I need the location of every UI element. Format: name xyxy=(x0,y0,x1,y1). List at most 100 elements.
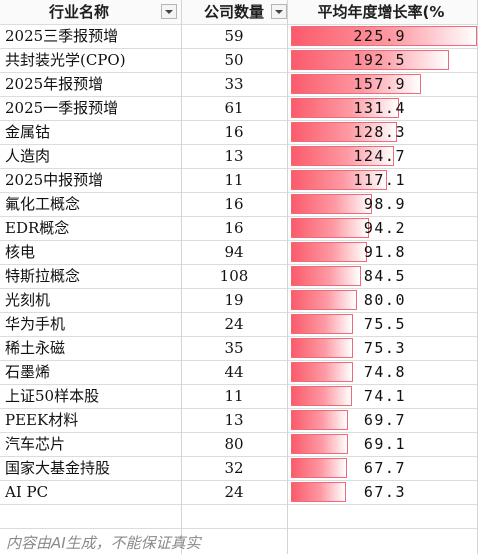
cell-industry-name[interactable]: 2025三季报预增 xyxy=(5,27,119,45)
table-row[interactable]: 特斯拉概念 108 84.5 xyxy=(0,264,478,288)
cell-company-count[interactable]: 24 xyxy=(224,315,244,333)
cell-avg-growth[interactable]: 117.1 xyxy=(353,171,406,189)
grid-line xyxy=(0,216,478,217)
cell-industry-name[interactable]: 上证50样本股 xyxy=(5,387,100,405)
cell-company-count[interactable]: 13 xyxy=(224,147,244,165)
cell-industry-name[interactable]: 华为手机 xyxy=(5,315,66,333)
cell-avg-growth[interactable]: 74.8 xyxy=(363,363,406,381)
cell-company-count[interactable]: 94 xyxy=(224,243,244,261)
cell-industry-name[interactable]: 共封装光学(CPO) xyxy=(5,51,126,69)
cell-industry-name[interactable]: 2025一季报预增 xyxy=(5,99,119,117)
cell-industry-name[interactable]: 国家大基金持股 xyxy=(5,459,111,477)
cell-avg-growth[interactable]: 69.7 xyxy=(363,411,406,429)
table-row[interactable]: 人造肉 13 124.7 xyxy=(0,144,478,168)
cell-industry-name[interactable]: 人造肉 xyxy=(5,147,51,165)
cell-avg-growth[interactable]: 67.3 xyxy=(363,483,406,501)
cell-industry-name[interactable]: 金属钴 xyxy=(5,123,51,141)
cell-avg-growth[interactable]: 124.7 xyxy=(353,147,406,165)
cell-company-count[interactable]: 59 xyxy=(224,27,244,45)
cell-company-count[interactable]: 16 xyxy=(224,195,244,213)
table-row[interactable]: EDR概念 16 94.2 xyxy=(0,216,478,240)
cell-avg-growth[interactable]: 74.1 xyxy=(363,387,406,405)
cell-company-count[interactable]: 108 xyxy=(219,267,249,285)
data-bar xyxy=(291,146,394,166)
cell-company-count[interactable]: 35 xyxy=(224,339,244,357)
cell-avg-growth[interactable]: 91.8 xyxy=(363,243,406,261)
table-row[interactable]: 2025三季报预增 59 225.9 xyxy=(0,24,478,48)
cell-company-count[interactable]: 11 xyxy=(224,387,244,405)
cell-industry-name[interactable]: 特斯拉概念 xyxy=(5,267,81,285)
grid-line xyxy=(0,504,478,505)
grid-line xyxy=(0,480,478,481)
table-row[interactable]: 核电 94 91.8 xyxy=(0,240,478,264)
cell-avg-growth[interactable]: 75.3 xyxy=(363,339,406,357)
table-row[interactable]: 华为手机 24 75.5 xyxy=(0,312,478,336)
filter-dropdown-icon[interactable] xyxy=(271,4,287,19)
table-row[interactable]: 2025一季报预增 61 131.4 xyxy=(0,96,478,120)
grid-line xyxy=(0,192,478,193)
table-row[interactable]: 2025年报预增 33 157.9 xyxy=(0,72,478,96)
cell-industry-name[interactable]: 稀土永磁 xyxy=(5,339,66,357)
cell-industry-name[interactable]: AI PC xyxy=(5,483,49,501)
grid-line xyxy=(0,144,478,145)
cell-avg-growth[interactable]: 157.9 xyxy=(353,75,406,93)
data-bar xyxy=(291,482,347,502)
cell-avg-growth[interactable]: 128.3 xyxy=(353,123,406,141)
cell-industry-name[interactable]: 汽车芯片 xyxy=(5,435,66,453)
grid-line xyxy=(0,408,478,409)
grid-line xyxy=(0,288,478,289)
table-row[interactable]: 金属钴 16 128.3 xyxy=(0,120,478,144)
cell-industry-name[interactable]: EDR概念 xyxy=(5,219,70,237)
cell-industry-name[interactable]: 氟化工概念 xyxy=(5,195,81,213)
data-bar xyxy=(291,242,367,262)
table-row[interactable]: 石墨烯 44 74.8 xyxy=(0,360,478,384)
table-row[interactable]: 国家大基金持股 32 67.7 xyxy=(0,456,478,480)
cell-company-count[interactable]: 13 xyxy=(224,411,244,429)
cell-industry-name[interactable]: 2025年报预增 xyxy=(5,75,104,93)
cell-company-count[interactable]: 32 xyxy=(224,459,244,477)
table-row[interactable]: 上证50样本股 11 74.1 xyxy=(0,384,478,408)
grid-line xyxy=(181,0,182,554)
cell-avg-growth[interactable]: 67.7 xyxy=(363,459,406,477)
cell-industry-name[interactable]: 光刻机 xyxy=(5,291,51,309)
cell-industry-name[interactable]: PEEK材料 xyxy=(5,411,79,429)
cell-industry-name[interactable]: 2025中报预增 xyxy=(5,171,104,189)
table-row[interactable]: 汽车芯片 80 69.1 xyxy=(0,432,478,456)
table-row[interactable]: AI PC 24 67.3 xyxy=(0,480,478,504)
header-industry-name: 行业名称 xyxy=(48,3,109,21)
data-bar xyxy=(291,458,347,478)
table-row[interactable]: 稀土永磁 35 75.3 xyxy=(0,336,478,360)
cell-avg-growth[interactable]: 69.1 xyxy=(363,435,406,453)
disclaimer-text: 内容由AI生成，不能保证真实 xyxy=(6,534,201,552)
table-row[interactable]: 共封装光学(CPO) 50 192.5 xyxy=(0,48,478,72)
table-row[interactable]: 光刻机 19 80.0 xyxy=(0,288,478,312)
table-row[interactable]: 氟化工概念 16 98.9 xyxy=(0,192,478,216)
cell-company-count[interactable]: 24 xyxy=(224,483,244,501)
cell-company-count[interactable]: 80 xyxy=(224,435,244,453)
cell-company-count[interactable]: 50 xyxy=(224,51,244,69)
cell-company-count[interactable]: 16 xyxy=(224,123,244,141)
cell-avg-growth[interactable]: 84.5 xyxy=(363,267,406,285)
cell-company-count[interactable]: 19 xyxy=(224,291,244,309)
cell-industry-name[interactable]: 石墨烯 xyxy=(5,363,51,381)
cell-company-count[interactable]: 33 xyxy=(224,75,244,93)
cell-industry-name[interactable]: 核电 xyxy=(5,243,36,261)
data-bar xyxy=(291,122,397,142)
cell-avg-growth[interactable]: 131.4 xyxy=(353,99,406,117)
data-bar xyxy=(291,98,400,118)
cell-avg-growth[interactable]: 192.5 xyxy=(353,51,406,69)
cell-avg-growth[interactable]: 75.5 xyxy=(363,315,406,333)
cell-company-count[interactable]: 44 xyxy=(224,363,244,381)
cell-company-count[interactable]: 61 xyxy=(224,99,244,117)
filter-dropdown-icon[interactable] xyxy=(161,4,177,19)
cell-avg-growth[interactable]: 94.2 xyxy=(363,219,406,237)
cell-avg-growth[interactable]: 80.0 xyxy=(363,291,406,309)
cell-company-count[interactable]: 11 xyxy=(224,171,244,189)
cell-avg-growth[interactable]: 225.9 xyxy=(353,27,406,45)
grid-line xyxy=(0,48,478,49)
table-row[interactable]: 2025中报预增 11 117.1 xyxy=(0,168,478,192)
cell-company-count[interactable]: 16 xyxy=(224,219,244,237)
cell-avg-growth[interactable]: 98.9 xyxy=(363,195,406,213)
table-row[interactable]: PEEK材料 13 69.7 xyxy=(0,408,478,432)
